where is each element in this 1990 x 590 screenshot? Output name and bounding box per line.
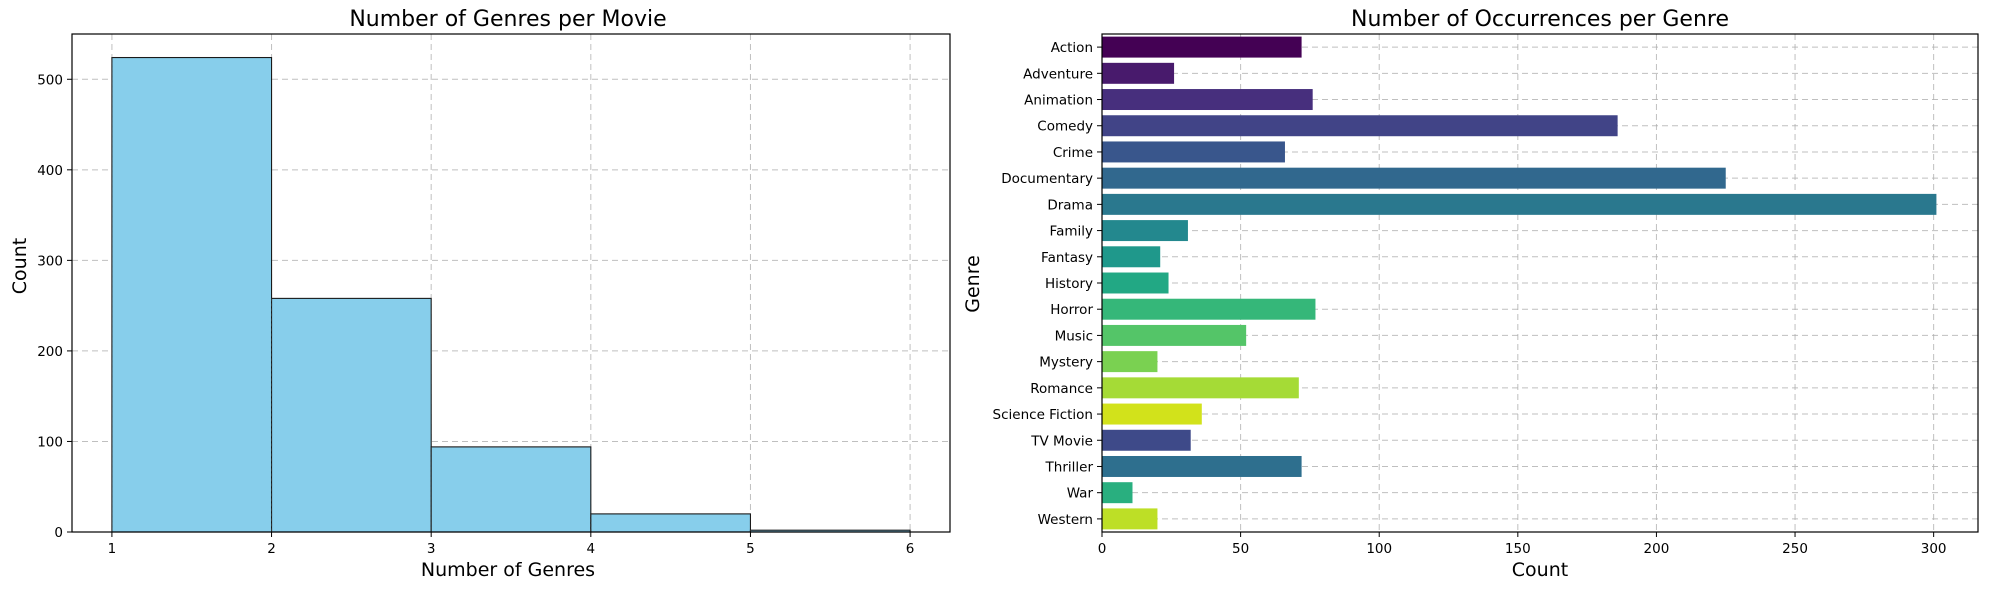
barchart-y-tick-label: Adventure [1023, 66, 1093, 82]
histogram-x-tick-label: 1 [108, 541, 117, 557]
barchart-y-tick-label: Fantasy [1041, 250, 1093, 266]
barchart-bars [1102, 36, 1937, 530]
barchart-y-tick-label: Documentary [1001, 171, 1093, 187]
barchart-y-tick-label: Crime [1053, 145, 1093, 161]
barchart-bar [1102, 272, 1169, 294]
histogram-x-tick-label: 6 [906, 541, 915, 557]
barchart-x-tick-label: 150 [1505, 541, 1531, 557]
barchart-y-tick-label: History [1045, 276, 1093, 292]
barchart-bar [1102, 36, 1302, 58]
histogram-y-tick-label: 200 [37, 344, 63, 360]
barchart-bar [1102, 89, 1313, 111]
barchart-bar [1102, 429, 1191, 451]
histogram-x-tick-label: 4 [587, 541, 596, 557]
barchart-bar [1102, 193, 1937, 215]
histogram-ticks: 1 2 3 4 5 6 0 100 200 300 400 500 [37, 72, 914, 557]
barchart-axes-frame [1101, 33, 1979, 533]
barchart-y-tick-label: Thriller [1045, 459, 1094, 475]
histogram-y-axis-label: Count [9, 238, 31, 294]
barchart-bar [1102, 324, 1247, 346]
histogram-y-tick-label: 300 [37, 253, 63, 269]
barchart-x-tick-label: 300 [1921, 541, 1947, 557]
barchart-x-axis-label: Count [1512, 559, 1568, 581]
barchart-bar [1102, 220, 1188, 242]
histogram-bars [111, 56, 911, 533]
barchart-y-tick-label: Family [1050, 224, 1093, 240]
barchart-bar [1102, 246, 1161, 268]
barchart-bar [1102, 167, 1726, 189]
barchart-bar [1102, 62, 1175, 84]
barchart-bar [1102, 141, 1285, 163]
histogram-y-tick-label: 500 [37, 72, 63, 88]
histogram-y-tick-label: 100 [37, 434, 63, 450]
barchart-x-tick-label: 100 [1366, 541, 1392, 557]
barchart-y-tick-label: Drama [1047, 197, 1093, 213]
barchart-y-tick-label: Mystery [1039, 355, 1093, 371]
histogram-bar [111, 56, 273, 533]
histogram-bar [270, 297, 432, 533]
histogram-bar [590, 513, 752, 533]
occurrences-per-genre-bar-chart: Number of Occurrences per Genre Count Ge… [962, 7, 1979, 581]
histogram-y-tick-label: 0 [54, 525, 63, 541]
histogram-x-tick-label: 5 [746, 541, 755, 557]
barchart-y-tick-label: Animation [1024, 93, 1093, 109]
barchart-y-tick-label: Romance [1030, 381, 1093, 397]
histogram-x-tick-label: 3 [427, 541, 436, 557]
barchart-y-tick-label: TV Movie [1030, 433, 1093, 449]
histogram-bar [430, 446, 592, 533]
barchart-bar [1102, 377, 1299, 399]
barchart-bar [1102, 298, 1316, 320]
barchart-title: Number of Occurrences per Genre [1351, 7, 1729, 32]
barchart-x-tick-label: 200 [1644, 541, 1670, 557]
histogram-y-tick-label: 400 [37, 163, 63, 179]
barchart-y-tick-label: Western [1038, 512, 1093, 528]
histogram-axes-frame [71, 33, 951, 533]
barchart-x-tick-label: 50 [1232, 541, 1249, 557]
histogram-title: Number of Genres per Movie [349, 7, 666, 32]
barchart-y-tick-label: Horror [1050, 302, 1093, 318]
barchart-bar [1102, 351, 1158, 373]
barchart-bar [1102, 403, 1202, 425]
barchart-x-tick-label: 250 [1782, 541, 1808, 557]
histogram-x-tick-label: 2 [267, 541, 276, 557]
barchart-bar [1102, 508, 1158, 530]
genres-per-movie-histogram: Number of Genres per Movie Number of Gen… [9, 7, 951, 581]
barchart-y-tick-label: Music [1055, 328, 1093, 344]
barchart-bar [1102, 115, 1618, 137]
barchart-y-tick-label: Comedy [1037, 119, 1093, 135]
barchart-y-tick-label: Science Fiction [993, 407, 1093, 423]
barchart-ticks: 0 50 100 150 200 250 300 Action Adventure Animati… [993, 40, 1947, 557]
barchart-bar [1102, 482, 1133, 504]
barchart-x-tick-label: 0 [1098, 541, 1107, 557]
barchart-y-tick-label: War [1067, 486, 1094, 502]
barchart-bar [1102, 455, 1302, 477]
barchart-y-axis-label: Genre [962, 255, 984, 313]
barchart-y-tick-label: Action [1051, 40, 1093, 56]
histogram-x-axis-label: Number of Genres [421, 559, 595, 581]
